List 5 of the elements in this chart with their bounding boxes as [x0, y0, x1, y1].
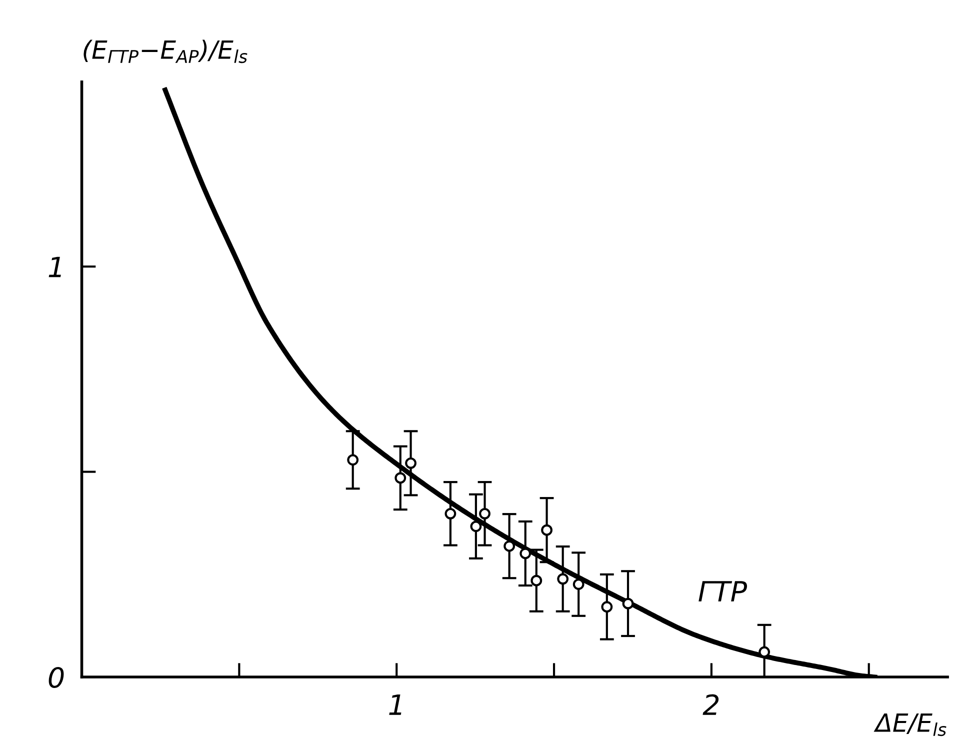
- x-axis-title: ΔE/E$_{ls}$: [874, 714, 946, 736]
- y-tick-label: 0: [48, 666, 64, 688]
- x-tick-label: 2: [702, 694, 719, 715]
- annotation: ГТР: [698, 581, 748, 602]
- y-axis-title: (E$_{ГТР}$−E$_{АР}$)/E$_{ls}$: [84, 40, 248, 64]
